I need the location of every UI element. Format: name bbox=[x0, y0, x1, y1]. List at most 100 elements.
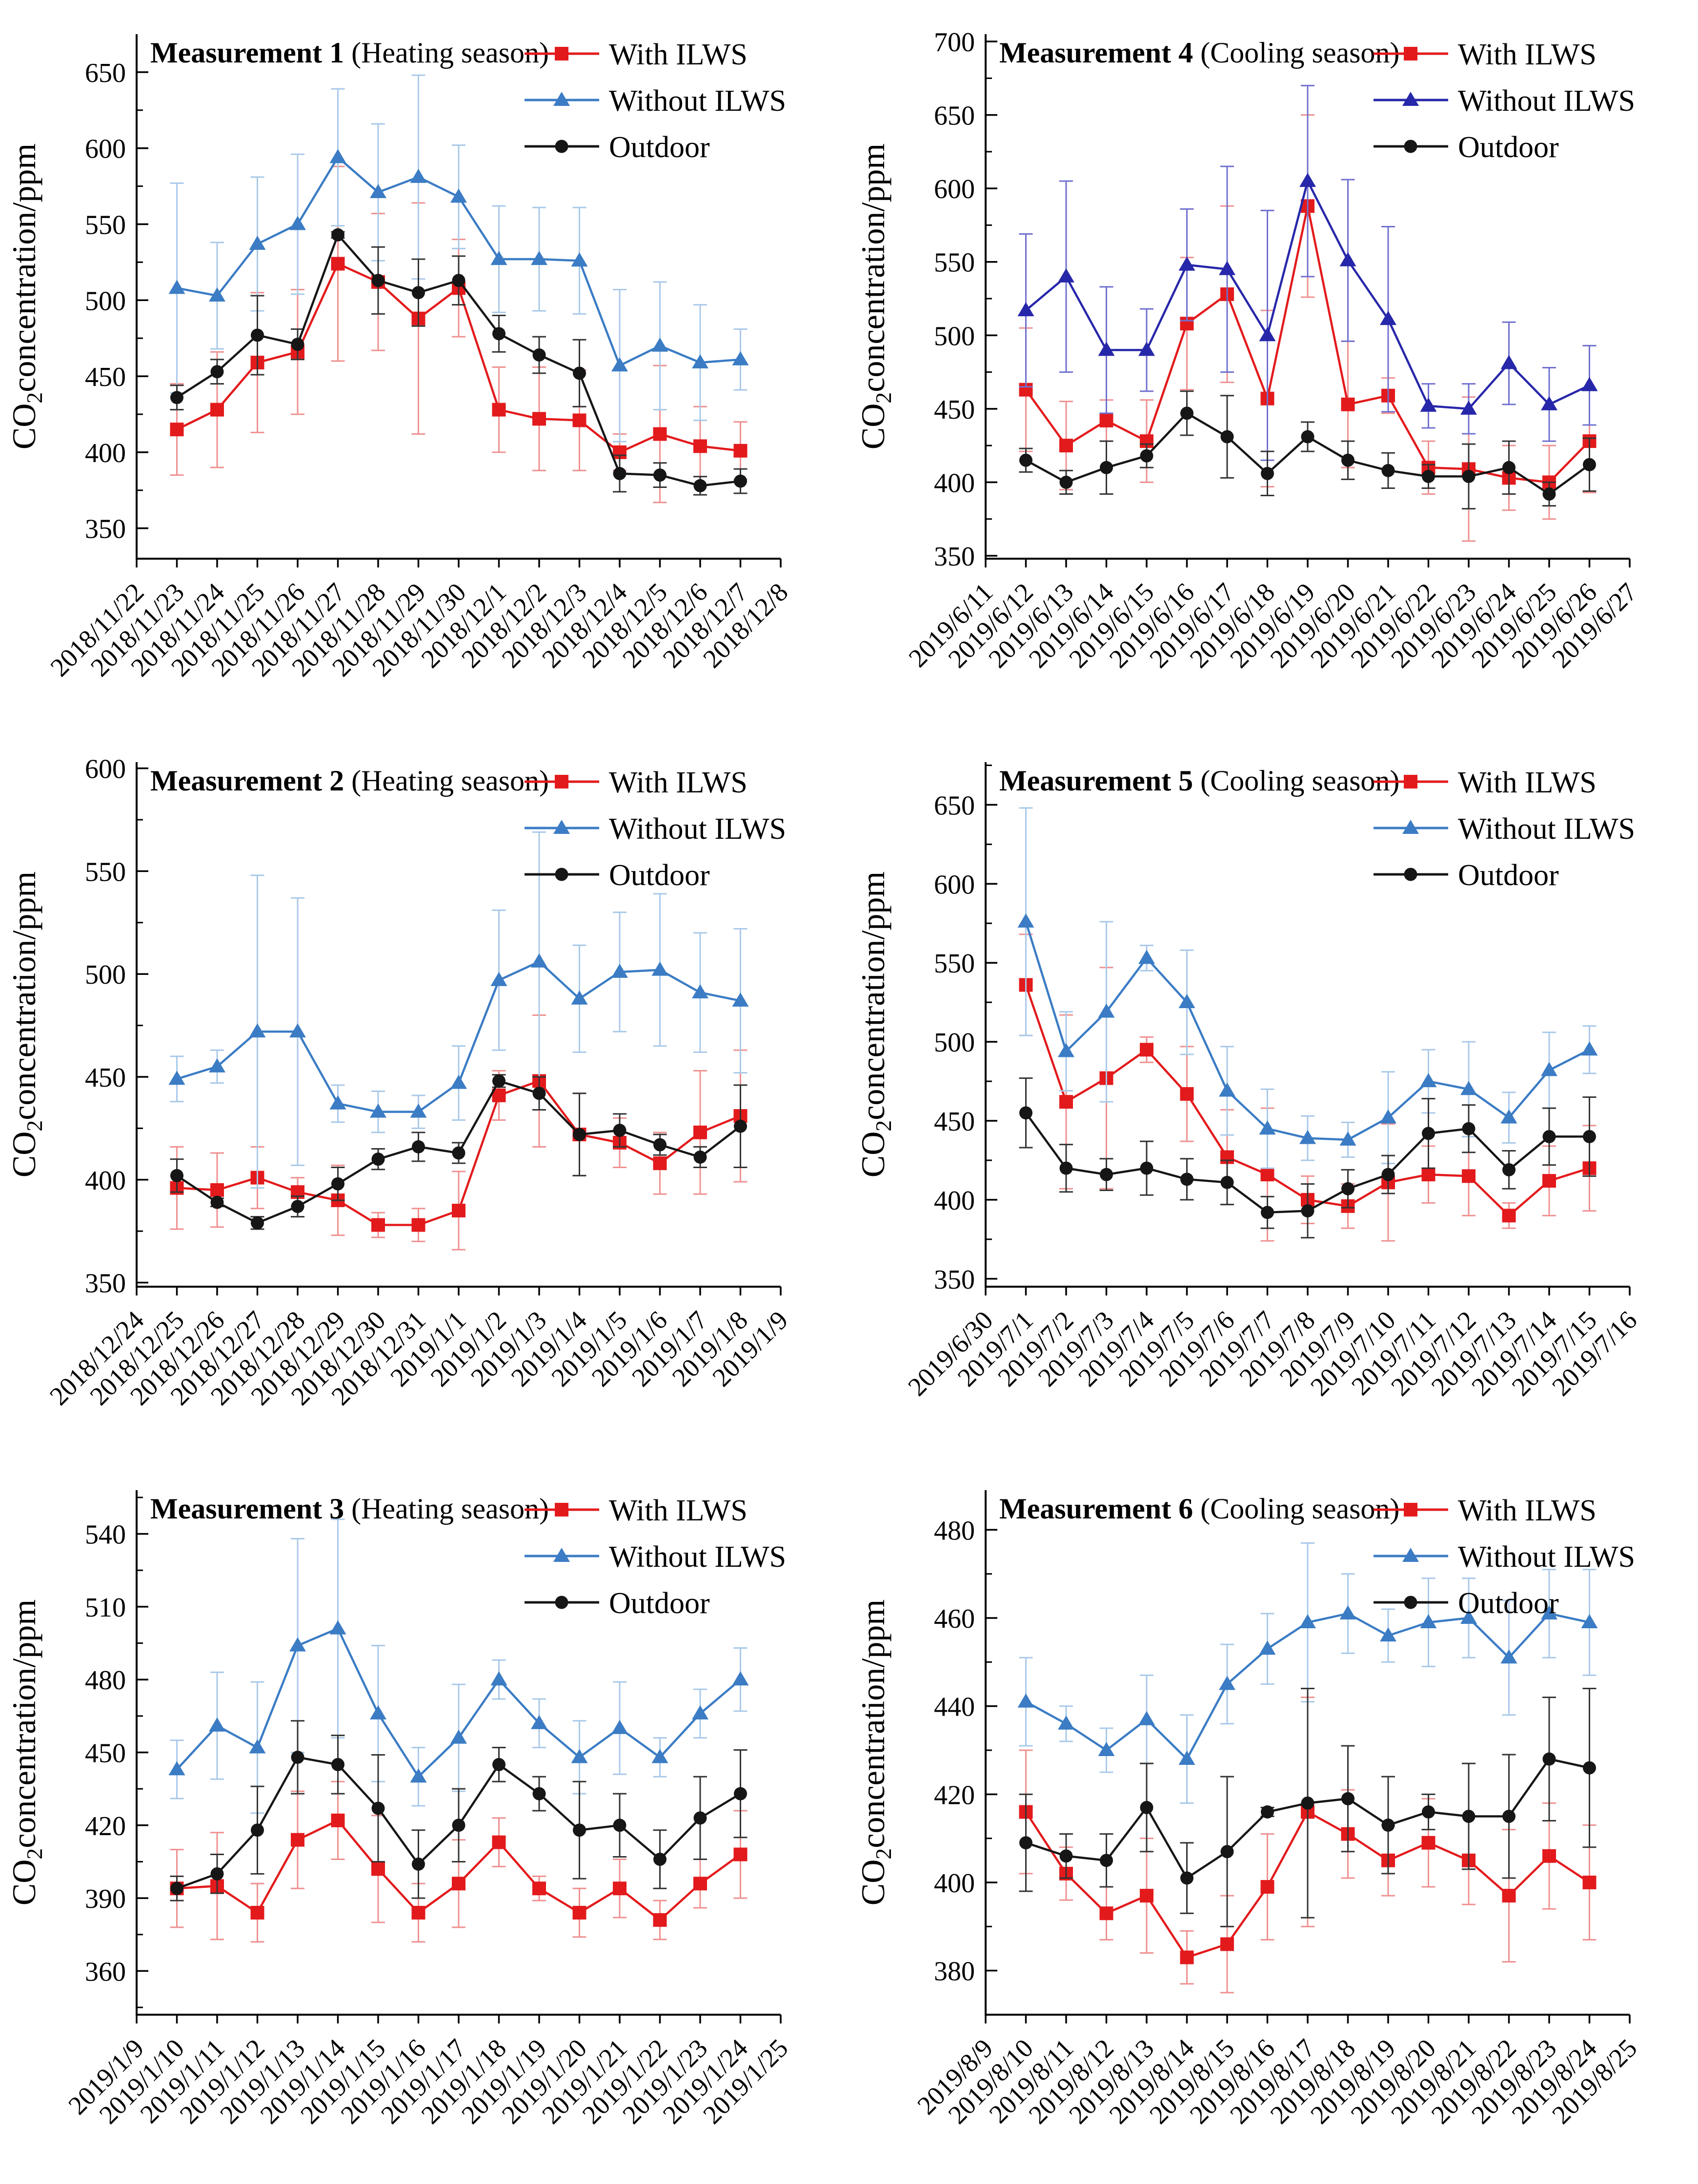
series-with-ilws-marker bbox=[1220, 1937, 1234, 1951]
series-without-ilws-marker bbox=[168, 280, 185, 294]
series-outdoor-marker bbox=[1422, 469, 1435, 483]
series-without-ilws-marker bbox=[651, 961, 668, 976]
axes: 3504004505005506006502018/11/222018/11/2… bbox=[45, 34, 793, 682]
legend-label: Outdoor bbox=[1458, 1587, 1559, 1620]
y-tick-label: 600 bbox=[934, 870, 975, 900]
series-with-ilws-marker bbox=[1059, 439, 1073, 453]
y-tick-label: 550 bbox=[934, 248, 975, 278]
series-with-ilws-marker bbox=[532, 1881, 546, 1896]
series-with-ilws-marker bbox=[1260, 1880, 1274, 1894]
series-without-ilws-marker bbox=[1259, 1120, 1276, 1135]
series-without-ilws bbox=[168, 1518, 749, 1814]
panel-title: Measurement 3 (Heating season) bbox=[150, 1493, 549, 1525]
series-with-ilws-marker bbox=[452, 1204, 465, 1218]
legend-outdoor-marker-icon bbox=[1404, 1596, 1417, 1609]
series-outdoor-marker bbox=[532, 348, 546, 362]
series-with-ilws-marker bbox=[291, 1833, 304, 1847]
series-without-ilws-marker bbox=[1299, 1130, 1316, 1144]
series-without-ilws-marker bbox=[732, 992, 749, 1007]
series-with-ilws-marker bbox=[250, 1905, 264, 1920]
legend-outdoor-marker-icon bbox=[555, 140, 568, 153]
series-with-ilws-marker bbox=[1180, 1087, 1194, 1101]
series-outdoor-marker bbox=[1502, 1163, 1516, 1176]
series-outdoor-marker bbox=[693, 479, 707, 492]
y-tick-label: 390 bbox=[85, 1884, 126, 1914]
legend-without-ilws-marker-icon bbox=[553, 1548, 570, 1562]
series-with-ilws-marker bbox=[733, 1847, 748, 1861]
y-tick-label: 600 bbox=[85, 134, 126, 164]
series-with-ilws-marker bbox=[572, 413, 586, 427]
y-tick-label: 440 bbox=[934, 1692, 975, 1722]
series-without-ilws-marker bbox=[1380, 1627, 1396, 1642]
series-outdoor-marker bbox=[653, 1138, 667, 1152]
series-without-ilws-marker bbox=[490, 1671, 507, 1686]
y-tick-label: 550 bbox=[85, 857, 126, 887]
legend-label: With ILWS bbox=[1458, 1494, 1597, 1527]
series-without-ilws-marker bbox=[1259, 327, 1276, 342]
series-with-ilws-marker bbox=[1140, 1889, 1153, 1903]
series-outdoor-marker bbox=[251, 1216, 264, 1230]
y-tick-label: 450 bbox=[85, 1063, 126, 1093]
series-outdoor-marker bbox=[492, 1758, 505, 1771]
y-tick-label: 510 bbox=[85, 1593, 126, 1623]
series-with-ilws-marker bbox=[1099, 1906, 1113, 1921]
series-outdoor-marker bbox=[1381, 464, 1395, 477]
series-without-ilws-marker bbox=[571, 252, 588, 267]
legend-item-with-ilws: With ILWS bbox=[525, 766, 748, 799]
series-outdoor-marker bbox=[734, 474, 747, 488]
series-outdoor-marker bbox=[1462, 1809, 1476, 1823]
legend-item-without-ilws: Without ILWS bbox=[525, 1540, 786, 1574]
series-outdoor bbox=[170, 228, 748, 496]
y-tick-label: 500 bbox=[85, 286, 126, 316]
legend: With ILWS Without ILWS Outdoor bbox=[1374, 38, 1635, 164]
series-outdoor-marker bbox=[1019, 1836, 1032, 1850]
series-without-ilws-marker bbox=[1219, 261, 1235, 275]
legend-label: With ILWS bbox=[609, 38, 748, 71]
series-outdoor-marker bbox=[1542, 1130, 1556, 1143]
series-without-ilws-line bbox=[1025, 921, 1590, 1141]
series-without-ilws-marker bbox=[1178, 1751, 1195, 1765]
legend-label: Outdoor bbox=[1458, 859, 1559, 892]
series-without-ilws-marker bbox=[1581, 1041, 1598, 1056]
series-outdoor-marker bbox=[210, 1867, 224, 1881]
series-outdoor-marker bbox=[734, 1787, 747, 1800]
series-outdoor-marker bbox=[1583, 1761, 1596, 1775]
series-outdoor-marker bbox=[170, 391, 183, 404]
series-without-ilws-marker bbox=[1420, 1614, 1437, 1629]
series-with-ilws-marker bbox=[411, 1905, 425, 1920]
series-without-ilws-marker bbox=[329, 149, 346, 163]
y-tick-label: 480 bbox=[85, 1665, 126, 1696]
series-outdoor-marker bbox=[1180, 406, 1193, 420]
series-without-ilws-marker bbox=[1178, 994, 1195, 1009]
series-outdoor-marker bbox=[1059, 1161, 1073, 1175]
legend-without-ilws-marker-icon bbox=[553, 820, 570, 834]
y-tick-label: 350 bbox=[85, 1269, 126, 1299]
series-without-ilws bbox=[168, 74, 749, 443]
legend-label: Without ILWS bbox=[1458, 1540, 1635, 1574]
series-without-ilws-marker bbox=[1219, 1082, 1235, 1097]
y-tick-label: 400 bbox=[85, 1166, 126, 1196]
y-tick-label: 700 bbox=[934, 27, 975, 58]
series-outdoor-marker bbox=[573, 1128, 586, 1141]
series-without-ilws-marker bbox=[370, 1103, 386, 1118]
y-tick-label: 540 bbox=[85, 1520, 126, 1550]
panel-title: Measurement 2 (Heating season) bbox=[150, 765, 549, 797]
series-without-ilws-marker bbox=[209, 287, 225, 302]
series-outdoor-marker bbox=[1462, 1122, 1476, 1135]
legend-with-ilws-marker-icon bbox=[555, 47, 568, 61]
legend-without-ilws-marker-icon bbox=[1402, 1548, 1419, 1562]
series-outdoor-marker bbox=[251, 1823, 264, 1837]
series-with-ilws-marker bbox=[210, 403, 224, 417]
legend-label: Outdoor bbox=[609, 859, 710, 892]
y-tick-label: 400 bbox=[85, 438, 126, 468]
y-axis-label: CO2concentration/ppm bbox=[5, 143, 47, 449]
panel-measurement-6: 380 400 420 440 460 480 2019/8/9 2019/8/10 2019/… bbox=[849, 1456, 1698, 2184]
y-tick-label: 550 bbox=[85, 210, 126, 240]
series-outdoor-marker bbox=[1140, 1800, 1153, 1814]
series-with-ilws-marker bbox=[492, 1835, 506, 1849]
legend-outdoor-marker-icon bbox=[1404, 140, 1417, 153]
series-without-ilws-marker bbox=[692, 354, 708, 369]
series-with-ilws-marker bbox=[1502, 1889, 1516, 1903]
series-without-ilws-marker bbox=[490, 971, 507, 986]
legend-label: With ILWS bbox=[1458, 766, 1597, 799]
